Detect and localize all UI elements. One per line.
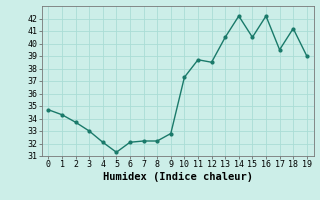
X-axis label: Humidex (Indice chaleur): Humidex (Indice chaleur) (103, 172, 252, 182)
